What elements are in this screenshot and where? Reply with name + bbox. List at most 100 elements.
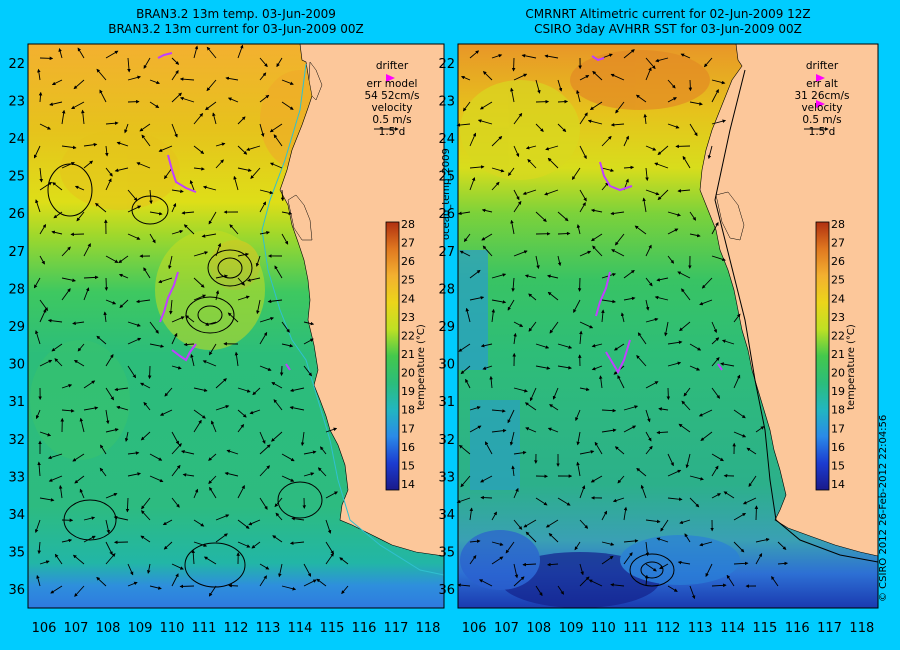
current-vector bbox=[513, 321, 524, 327]
current-vector bbox=[105, 409, 110, 425]
x-tick-label: 108 bbox=[96, 621, 121, 636]
current-vector bbox=[733, 374, 741, 389]
current-vector bbox=[237, 145, 248, 155]
current-vector bbox=[513, 332, 517, 345]
current-vector bbox=[614, 446, 625, 455]
current-vector bbox=[667, 497, 683, 501]
current-vector bbox=[325, 427, 338, 433]
right-colorbar-label: temperature (°C) bbox=[846, 324, 857, 410]
current-vector bbox=[124, 123, 129, 134]
current-vector bbox=[491, 409, 506, 413]
current-vector bbox=[281, 453, 295, 462]
current-vector bbox=[249, 409, 261, 415]
current-vector bbox=[579, 330, 583, 345]
y-tick-label: 33 bbox=[8, 470, 25, 485]
current-vector bbox=[149, 321, 159, 334]
current-vector bbox=[114, 387, 129, 392]
current-vector bbox=[181, 450, 195, 455]
current-vector bbox=[703, 57, 713, 68]
current-vector bbox=[588, 579, 603, 587]
current-vector bbox=[711, 583, 727, 588]
y-tick-label: 27 bbox=[8, 245, 25, 260]
current-vector bbox=[39, 223, 47, 235]
current-vector bbox=[469, 507, 474, 521]
current-vector bbox=[755, 537, 770, 543]
current-vector bbox=[645, 409, 651, 423]
current-vector bbox=[208, 453, 217, 461]
current-vector bbox=[143, 401, 151, 411]
x-tick-label: 114 bbox=[288, 621, 313, 636]
colorbar-tick-label: 27 bbox=[401, 237, 415, 250]
current-vector bbox=[659, 563, 669, 570]
current-vector bbox=[105, 541, 113, 556]
current-vector bbox=[237, 167, 252, 172]
current-vector bbox=[513, 487, 519, 499]
current-vector bbox=[193, 251, 209, 257]
current-vector bbox=[96, 576, 107, 587]
current-vector bbox=[259, 94, 270, 103]
current-vector bbox=[645, 431, 652, 442]
current-vector bbox=[189, 179, 195, 191]
current-vector bbox=[535, 365, 551, 370]
current-vector bbox=[58, 485, 63, 499]
current-vector bbox=[535, 79, 541, 94]
left-legend-symbols bbox=[374, 74, 399, 131]
right-side-label: © CSIRO 2012 26-Feb-2012 22:04:56 bbox=[878, 414, 889, 602]
x-tick-label: 108 bbox=[526, 621, 551, 636]
current-vector bbox=[37, 541, 42, 555]
current-vector bbox=[281, 475, 295, 482]
current-vector bbox=[193, 45, 199, 59]
current-vector bbox=[491, 54, 503, 59]
current-vector bbox=[47, 318, 63, 323]
current-vector bbox=[76, 211, 85, 222]
current-vector bbox=[191, 549, 196, 565]
current-vector bbox=[105, 492, 118, 499]
current-vector bbox=[105, 145, 109, 157]
current-vector bbox=[525, 531, 537, 543]
colorbar-tick-label: 20 bbox=[401, 367, 415, 380]
current-vector bbox=[482, 245, 493, 257]
colorbar-tick-label: 26 bbox=[401, 255, 415, 268]
current-vector bbox=[579, 519, 589, 529]
current-vector bbox=[105, 387, 114, 401]
current-vector bbox=[623, 539, 639, 543]
current-vector bbox=[83, 275, 99, 280]
current-vector bbox=[645, 541, 650, 557]
current-vector bbox=[149, 211, 163, 216]
current-vector bbox=[576, 89, 581, 103]
current-vector bbox=[229, 224, 239, 235]
left-map bbox=[27, 43, 445, 609]
colorbar-tick-label: 18 bbox=[831, 404, 845, 417]
current-vector bbox=[39, 181, 53, 191]
current-vector bbox=[610, 583, 625, 587]
current-vector bbox=[592, 245, 603, 257]
current-vector bbox=[557, 255, 562, 267]
current-vector bbox=[463, 233, 471, 243]
current-vector bbox=[707, 145, 713, 160]
colorbar-tick-label: 21 bbox=[401, 348, 415, 361]
current-vector bbox=[643, 113, 648, 125]
current-vector bbox=[256, 299, 261, 315]
current-vector bbox=[34, 277, 41, 289]
current-vector bbox=[507, 299, 515, 311]
current-vector bbox=[140, 431, 151, 441]
current-vector bbox=[206, 46, 217, 59]
current-vector bbox=[679, 321, 691, 332]
x-tick-label: 107 bbox=[64, 621, 89, 636]
current-vector bbox=[513, 200, 522, 213]
current-vector bbox=[579, 387, 590, 392]
current-vector bbox=[777, 561, 788, 566]
current-vector bbox=[677, 560, 691, 565]
y-tick-label: 29 bbox=[438, 320, 455, 335]
current-vector bbox=[598, 375, 603, 389]
colorbar-tick-label: 17 bbox=[831, 422, 845, 435]
current-vector bbox=[83, 516, 96, 521]
current-vector bbox=[246, 145, 261, 151]
current-vector bbox=[513, 519, 523, 530]
current-vector bbox=[341, 585, 349, 595]
current-vector bbox=[96, 335, 107, 345]
current-vector bbox=[667, 123, 680, 129]
current-vector bbox=[193, 294, 207, 301]
current-vector bbox=[140, 382, 151, 389]
current-vector bbox=[127, 321, 141, 327]
